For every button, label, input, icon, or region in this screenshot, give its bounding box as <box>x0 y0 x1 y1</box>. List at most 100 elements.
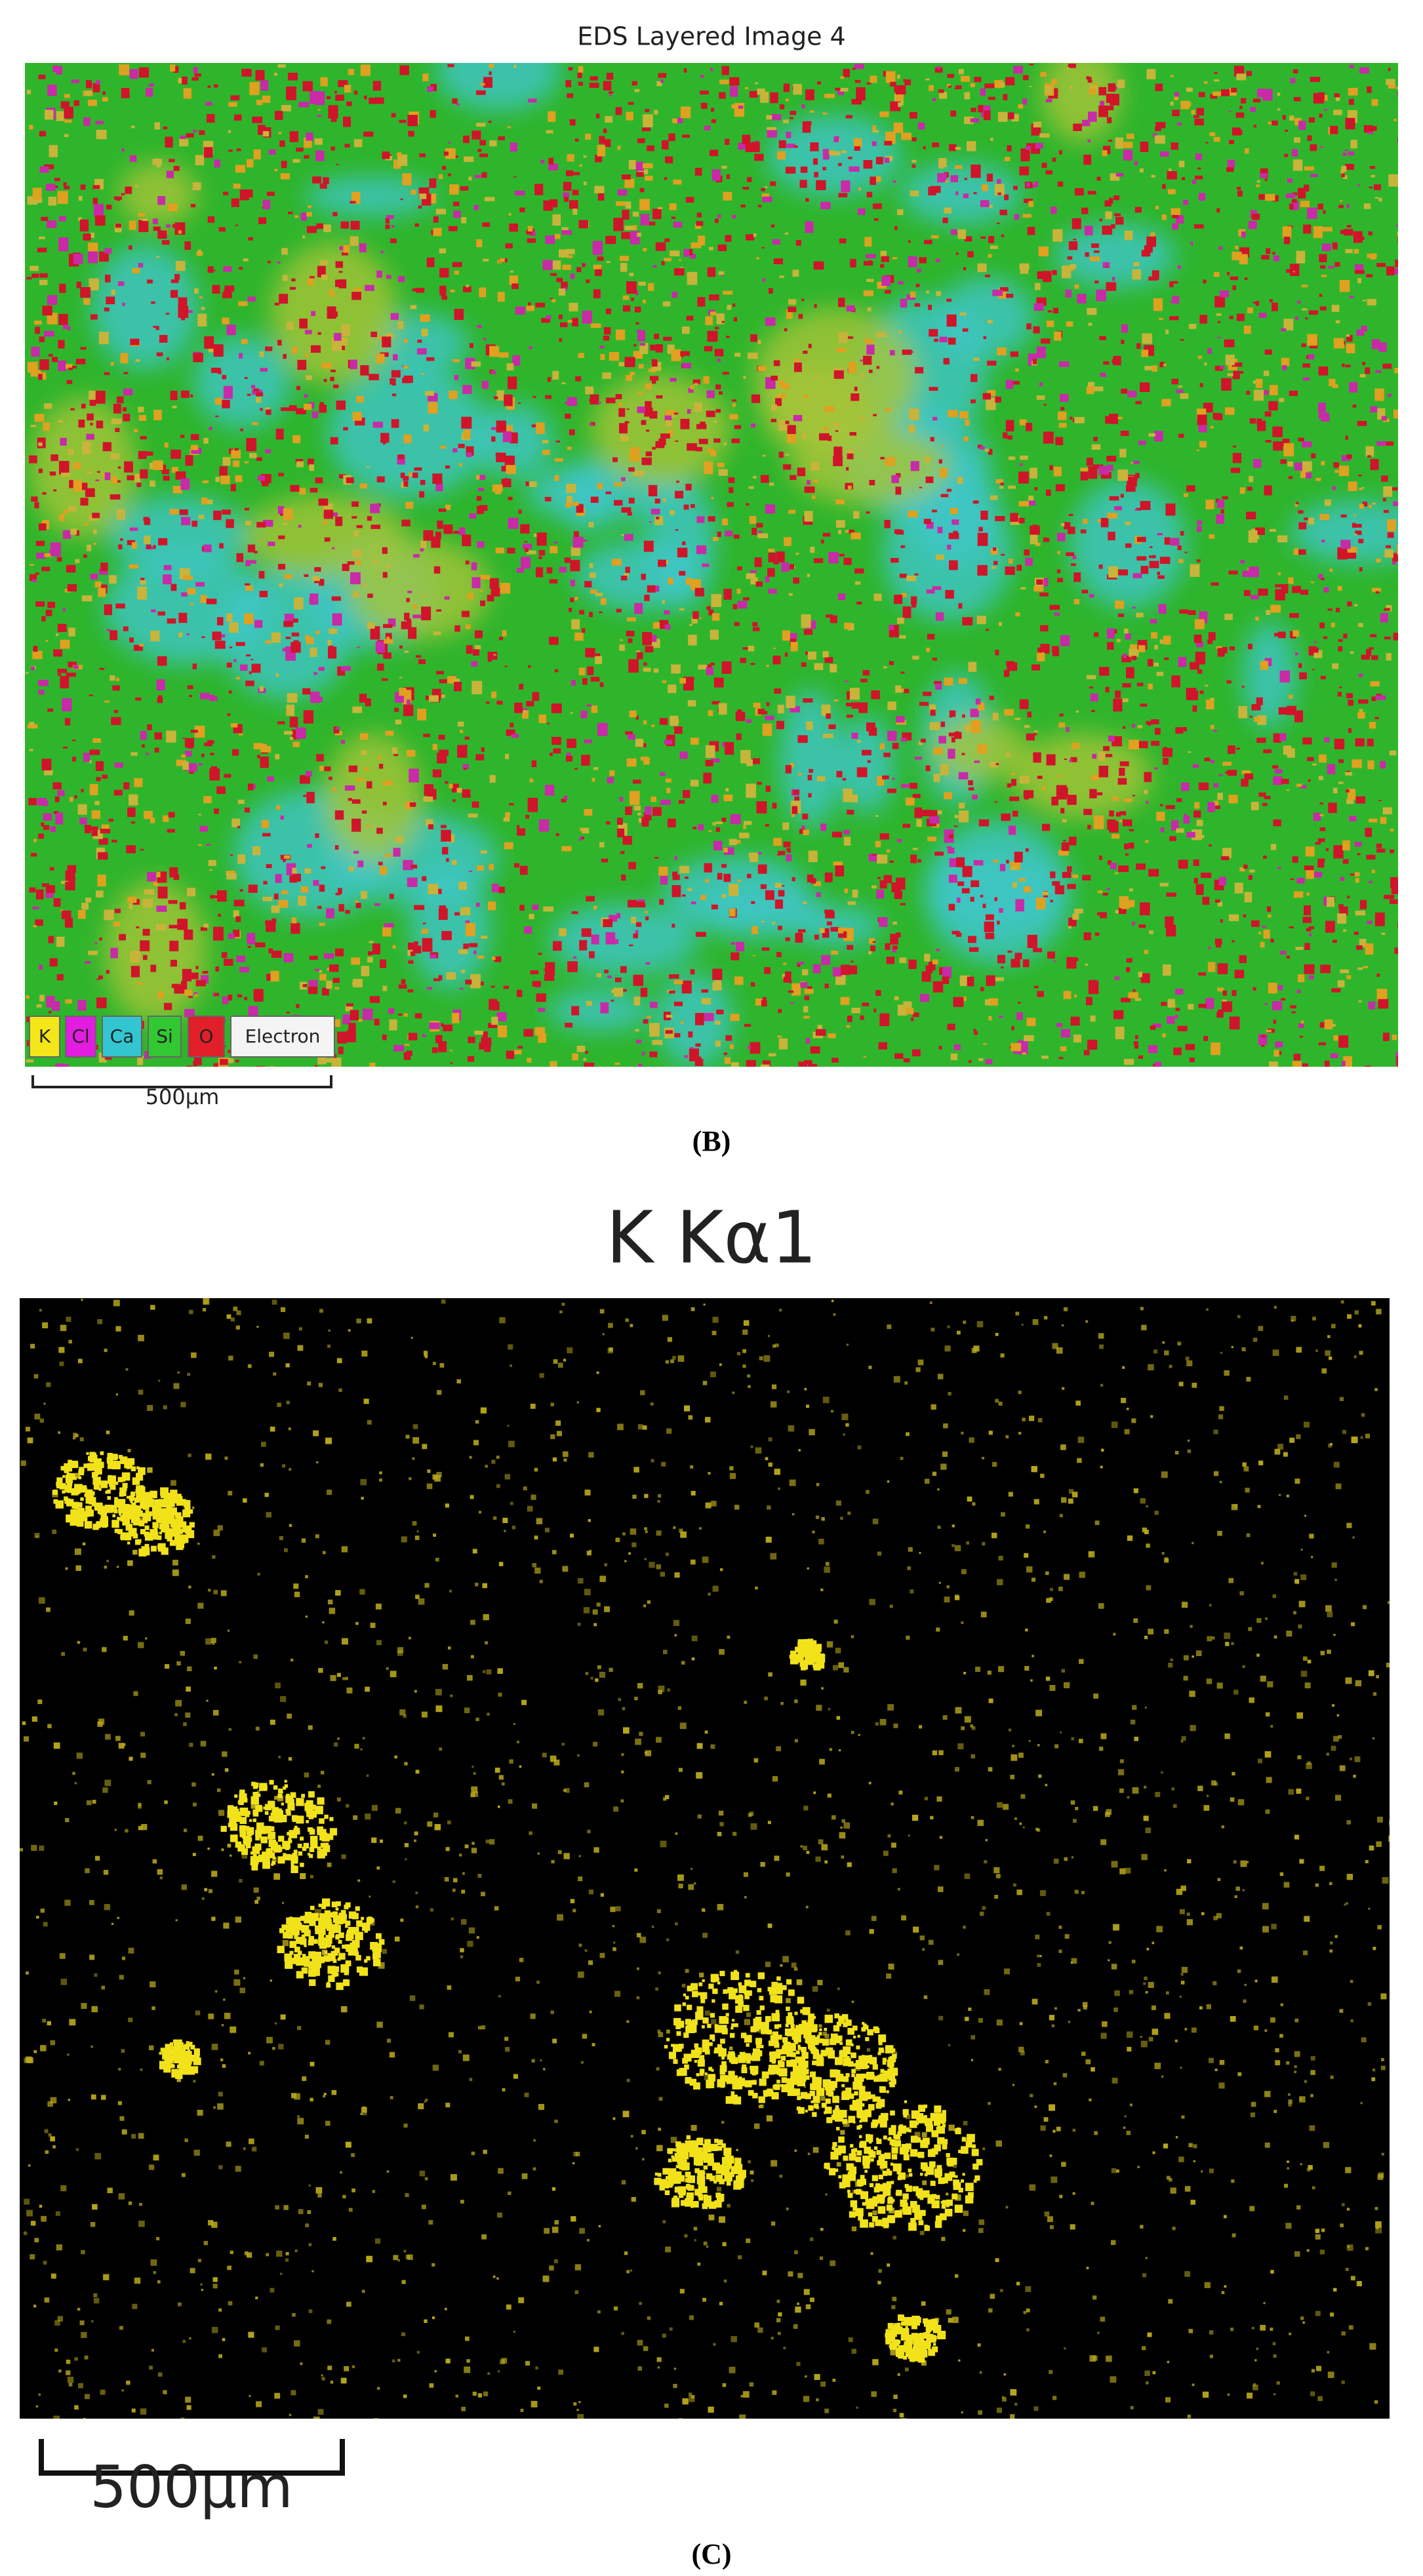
pixel <box>199 692 210 700</box>
pixel <box>129 220 136 230</box>
pixel <box>1102 262 1110 268</box>
pixel <box>1001 234 1005 237</box>
pixel <box>365 698 371 707</box>
pixel <box>1392 1035 1397 1040</box>
pixel <box>927 633 935 640</box>
pixel <box>1204 362 1207 366</box>
pixel <box>1248 566 1259 578</box>
pixel <box>898 281 904 285</box>
pixel <box>910 854 917 863</box>
pixel <box>1364 1065 1371 1067</box>
pixel <box>114 763 123 768</box>
pixel <box>1304 865 1314 871</box>
pixel <box>939 91 948 99</box>
pixel <box>558 249 569 258</box>
pixel <box>298 102 310 108</box>
pixel <box>497 1025 508 1038</box>
pixel <box>978 526 983 532</box>
pixel <box>554 669 559 673</box>
pixel <box>274 168 278 172</box>
pixel <box>52 65 58 73</box>
pixel <box>1230 646 1235 650</box>
pixel <box>267 260 271 264</box>
pixel <box>296 1004 300 1008</box>
pixel <box>517 825 520 829</box>
pixel <box>662 680 667 683</box>
pixel <box>1302 308 1308 311</box>
pixel <box>458 443 465 448</box>
pixel <box>454 309 464 320</box>
pixel <box>1035 143 1043 149</box>
pixel <box>569 119 576 126</box>
pixel <box>392 945 396 949</box>
pixel <box>525 548 529 552</box>
pixel <box>283 353 287 359</box>
pixel <box>1303 377 1310 381</box>
pixel <box>445 527 453 534</box>
pixel <box>988 1016 992 1021</box>
pixel <box>1156 812 1165 822</box>
pixel <box>749 90 758 98</box>
pixel <box>1073 239 1077 241</box>
pixel <box>262 519 273 527</box>
pixel <box>776 393 786 399</box>
pixel <box>351 799 361 804</box>
pixel <box>1043 403 1047 406</box>
pixel <box>223 266 232 272</box>
pixel <box>590 677 600 682</box>
pixel <box>281 248 288 255</box>
pixel <box>1318 776 1323 780</box>
pixel <box>1185 1044 1195 1050</box>
pixel <box>400 472 405 479</box>
pixel <box>532 981 541 987</box>
pixel <box>294 215 298 218</box>
eds-map-texture <box>26 63 1398 1067</box>
pixel <box>222 457 231 466</box>
pixel <box>582 540 588 542</box>
pixel <box>701 998 712 1004</box>
pixel <box>187 685 193 690</box>
pixel <box>681 894 686 897</box>
pixel <box>1227 770 1237 776</box>
pixel <box>910 596 917 604</box>
pixel <box>1310 581 1315 584</box>
pixel <box>277 340 282 346</box>
pixel <box>356 525 363 528</box>
pixel <box>606 261 611 264</box>
pixel <box>889 860 894 863</box>
pixel <box>765 504 776 514</box>
pixel <box>640 757 649 761</box>
pixel <box>94 582 102 588</box>
pixel <box>1035 283 1041 290</box>
pixel <box>1026 423 1033 431</box>
pixel <box>643 812 652 821</box>
pixel <box>1232 990 1237 996</box>
pixel <box>1199 315 1208 324</box>
pixel <box>671 885 681 898</box>
pixel <box>901 783 910 788</box>
pixel <box>45 610 52 616</box>
pixel <box>997 955 1005 964</box>
pixel <box>1392 553 1398 562</box>
pixel <box>1188 323 1197 329</box>
pixel <box>406 1050 412 1056</box>
pixel <box>1277 631 1286 639</box>
pixel <box>579 610 584 615</box>
pixel <box>43 422 50 431</box>
pixel <box>1319 827 1326 831</box>
pixel <box>690 780 699 787</box>
pixel <box>194 725 205 738</box>
pixel <box>296 727 306 739</box>
pixel <box>315 477 323 484</box>
pixel <box>197 249 201 254</box>
pixel <box>1278 707 1287 715</box>
pixel <box>962 617 973 625</box>
pixel <box>1384 636 1391 640</box>
pixel <box>997 347 1007 355</box>
pixel <box>621 874 626 881</box>
pixel <box>1117 613 1125 618</box>
pixel <box>1004 194 1009 201</box>
pixel <box>421 373 425 375</box>
pixel <box>633 351 643 359</box>
pixel <box>519 865 528 875</box>
